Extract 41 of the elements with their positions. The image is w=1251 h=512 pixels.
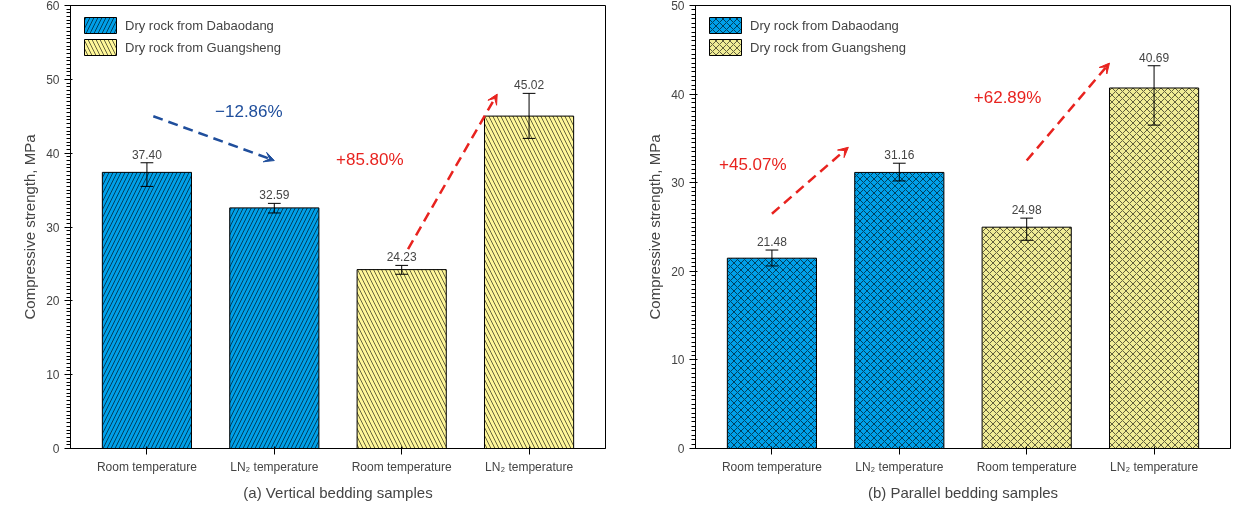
y-tick-label: 30 xyxy=(671,176,685,191)
x-tick-label: Room temperature xyxy=(721,459,823,474)
x-tick-label: LN₂ temperature xyxy=(1110,459,1199,474)
data-label: 45.02 xyxy=(514,78,545,93)
legend-label: Dry rock from Dabaodang xyxy=(125,17,274,33)
legend-label: Dry rock from Dabaodang xyxy=(750,17,899,33)
y-tick-label: 40 xyxy=(46,146,60,161)
data-label: 24.23 xyxy=(386,250,418,265)
y-tick-label: 20 xyxy=(46,294,60,309)
x-tick-label: Room temperature xyxy=(976,459,1078,474)
y-axis-title: Compressive strength, MPa xyxy=(646,133,664,320)
x-tick-label: LN₂ temperature xyxy=(485,459,574,474)
y-tick-label: 40 xyxy=(671,87,685,102)
data-label: 32.59 xyxy=(259,188,290,203)
data-label: 31.16 xyxy=(884,148,915,163)
y-axis-title: Compressive strength, MPa xyxy=(21,133,39,320)
y-tick-label: 0 xyxy=(677,442,685,456)
annotation: +62.89% xyxy=(973,88,1042,108)
y-tick-label: 20 xyxy=(671,264,685,279)
x-tick-label: LN₂ temperature xyxy=(855,459,944,474)
y-tick-label: 30 xyxy=(46,220,60,235)
data-label: 21.48 xyxy=(756,235,788,250)
annotation: +85.80% xyxy=(336,150,404,170)
text: (b) Parallel bedding samples xyxy=(867,483,1059,501)
legend-label: Dry rock from Guangsheng xyxy=(750,39,907,55)
data-label: 37.40 xyxy=(131,147,163,162)
y-tick-label: 10 xyxy=(671,353,685,368)
legend-label: Dry rock from Guangsheng xyxy=(125,39,282,55)
data-label: 24.98 xyxy=(1011,203,1043,218)
x-tick-label: Room temperature xyxy=(96,459,198,474)
text: (a) Vertical bedding samples xyxy=(243,483,433,501)
x-tick-label: Room temperature xyxy=(351,459,453,474)
y-tick-label: 0 xyxy=(52,442,60,456)
y-tick-label: 50 xyxy=(671,0,685,13)
y-tick-label: 10 xyxy=(46,368,60,383)
data-label: 40.69 xyxy=(1139,50,1170,65)
y-tick-label: 50 xyxy=(46,72,60,87)
x-tick-label: LN₂ temperature xyxy=(230,459,319,474)
annotation: −12.86% xyxy=(215,101,283,121)
annotation: +45.07% xyxy=(719,154,787,174)
y-tick-label: 60 xyxy=(46,0,60,13)
